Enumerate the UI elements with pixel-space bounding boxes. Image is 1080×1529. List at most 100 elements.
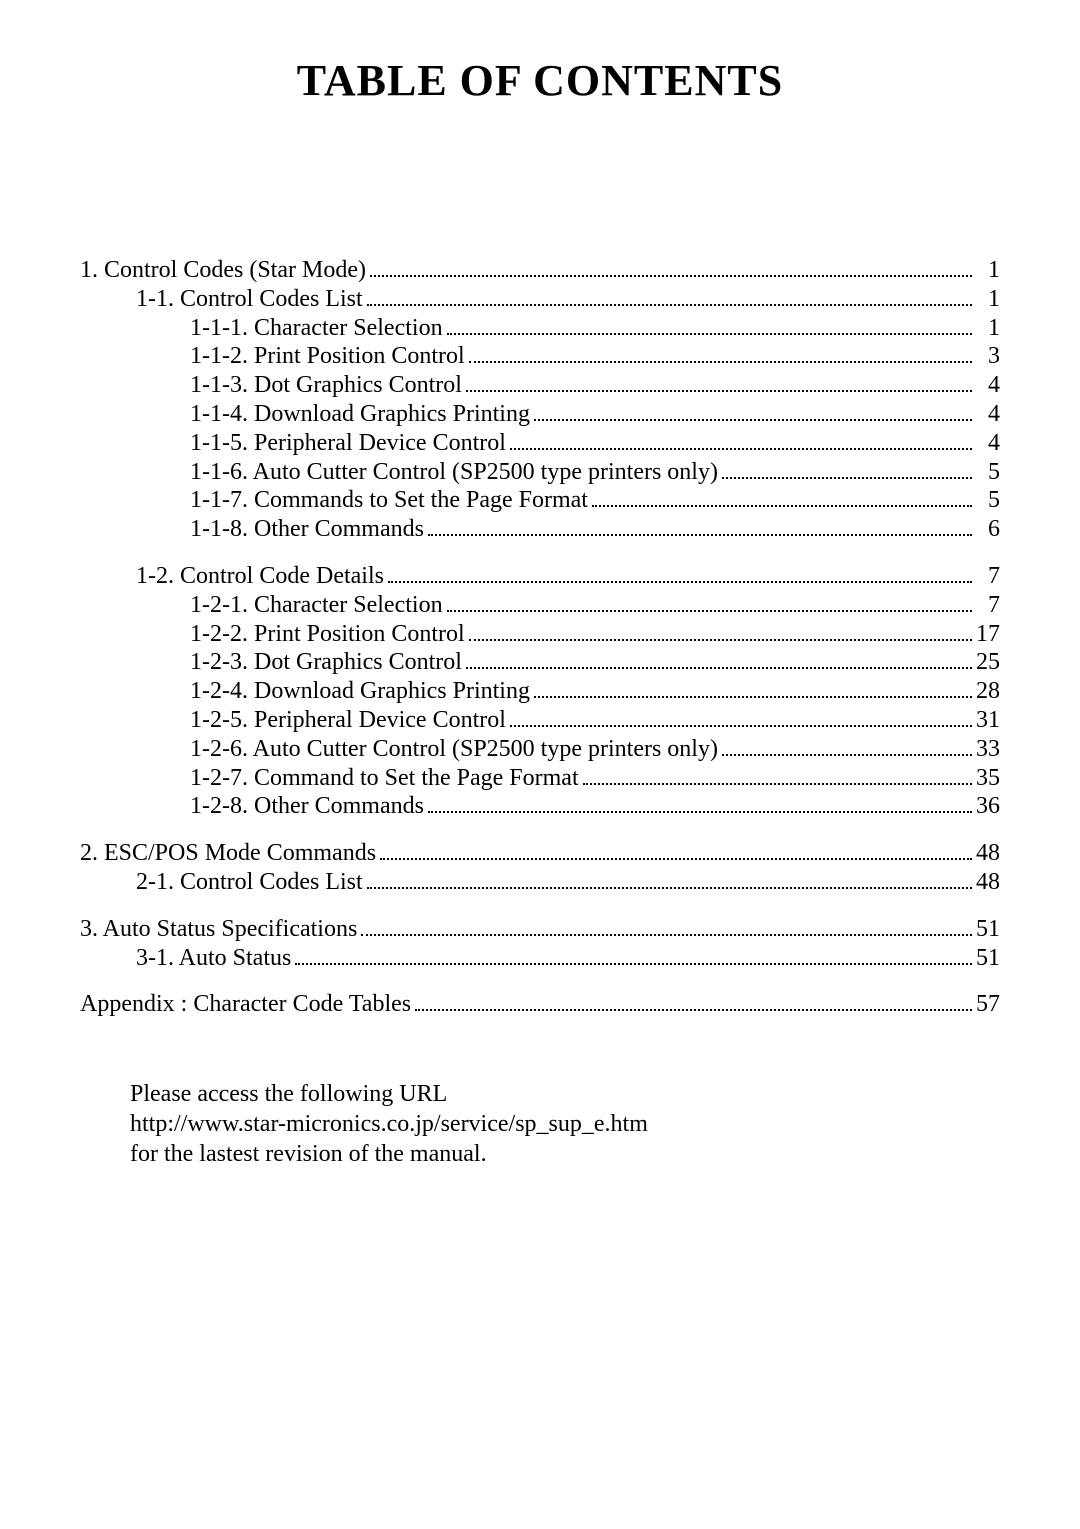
toc-page-number: 6 [976,515,1000,544]
document-page: TABLE OF CONTENTS 1. Control Codes (Star… [0,0,1080,1529]
toc-leader-dots [469,624,972,640]
toc-page-number: 1 [976,256,1000,285]
toc-label: 1-1-4. Download Graphics Printing [190,400,530,429]
toc-page-number: 48 [976,868,1000,897]
toc-page-number: 7 [976,562,1000,591]
toc-label: 1-1-8. Other Commands [190,515,424,544]
toc-label: 2. ESC/POS Mode Commands [80,839,376,868]
toc-leader-dots [583,768,972,784]
toc-page-number: 7 [976,591,1000,620]
toc-row: 1-2-2. Print Position Control 17 [80,620,1000,649]
toc-leader-dots [428,520,972,536]
toc-leader-dots [428,797,972,813]
toc-row: 1-1-5. Peripheral Device Control 4 [80,429,1000,458]
toc-label: 1-1-3. Dot Graphics Control [190,371,462,400]
table-of-contents: 1. Control Codes (Star Mode) 11-1. Contr… [80,256,1000,1019]
toc-leader-dots [534,682,972,698]
toc-label: 1-2-8. Other Commands [190,792,424,821]
toc-row: Appendix : Character Code Tables 57 [80,990,1000,1019]
toc-leader-dots [370,261,972,277]
toc-leader-dots [361,919,972,935]
toc-row: 1-2. Control Code Details 7 [80,562,1000,591]
toc-label: 1-1-7. Commands to Set the Page Format [190,486,588,515]
toc-label: 1-2-3. Dot Graphics Control [190,648,462,677]
toc-row: 1-1-7. Commands to Set the Page Format 5 [80,486,1000,515]
toc-row: 1-1-4. Download Graphics Printing 4 [80,400,1000,429]
toc-page-number: 51 [976,915,1000,944]
toc-leader-dots [592,491,972,507]
toc-label: 2-1. Control Codes List [136,868,363,897]
toc-row: 1-2-8. Other Commands 36 [80,792,1000,821]
toc-leader-dots [367,289,972,305]
toc-row: 1-2-4. Download Graphics Printing 28 [80,677,1000,706]
toc-label: 1. Control Codes (Star Mode) [80,256,366,285]
toc-leader-dots [295,948,972,964]
toc-leader-dots [415,995,972,1011]
toc-page-number: 1 [976,314,1000,343]
footer-line: http://www.star-micronics.co.jp/service/… [130,1109,1000,1139]
toc-leader-dots [469,347,972,363]
toc-label: 1-2-2. Print Position Control [190,620,465,649]
toc-row: 1-1-1. Character Selection 1 [80,314,1000,343]
toc-page-number: 25 [976,648,1000,677]
toc-leader-dots [510,433,972,449]
toc-label: 1-2-1. Character Selection [190,591,443,620]
toc-label: 3. Auto Status Specifications [80,915,357,944]
toc-page-number: 28 [976,677,1000,706]
toc-label: 1-1-2. Print Position Control [190,342,465,371]
toc-page-number: 51 [976,944,1000,973]
toc-gap [80,821,1000,839]
toc-row: 1-2-6. Auto Cutter Control (SP2500 type … [80,735,1000,764]
toc-label: 1-2-4. Download Graphics Printing [190,677,530,706]
toc-leader-dots [466,376,972,392]
toc-label: 1-1-6. Auto Cutter Control (SP2500 type … [190,458,718,487]
toc-page-number: 5 [976,458,1000,487]
toc-gap [80,544,1000,562]
toc-leader-dots [367,873,972,889]
toc-page-number: 48 [976,839,1000,868]
toc-gap [80,897,1000,915]
toc-page-number: 1 [976,285,1000,314]
toc-gap [80,972,1000,990]
toc-row: 1-1-8. Other Commands 6 [80,515,1000,544]
toc-page-number: 57 [976,990,1000,1019]
toc-page-number: 36 [976,792,1000,821]
toc-leader-dots [388,567,972,583]
toc-label: 1-2. Control Code Details [136,562,384,591]
toc-row: 1-2-3. Dot Graphics Control 25 [80,648,1000,677]
footer-line: Please access the following URL [130,1079,1000,1109]
toc-leader-dots [380,844,972,860]
toc-page-number: 5 [976,486,1000,515]
toc-row: 1-1. Control Codes List 1 [80,285,1000,314]
toc-row: 2-1. Control Codes List 48 [80,868,1000,897]
toc-row: 1-2-1. Character Selection 7 [80,591,1000,620]
footer-note: Please access the following URL http://w… [80,1079,1000,1169]
toc-page-number: 31 [976,706,1000,735]
toc-row: 1-1-3. Dot Graphics Control 4 [80,371,1000,400]
toc-page-number: 35 [976,764,1000,793]
toc-page-number: 33 [976,735,1000,764]
toc-label: 1-1. Control Codes List [136,285,363,314]
toc-label: 1-1-5. Peripheral Device Control [190,429,506,458]
toc-label: 3-1. Auto Status [136,944,291,973]
toc-page-number: 4 [976,400,1000,429]
toc-row: 3. Auto Status Specifications 51 [80,915,1000,944]
toc-row: 1. Control Codes (Star Mode) 1 [80,256,1000,285]
toc-label: 1-2-6. Auto Cutter Control (SP2500 type … [190,735,718,764]
toc-page-number: 3 [976,342,1000,371]
toc-row: 2. ESC/POS Mode Commands 48 [80,839,1000,868]
toc-leader-dots [722,739,972,755]
toc-label: 1-1-1. Character Selection [190,314,443,343]
toc-leader-dots [722,462,972,478]
toc-row: 1-2-7. Command to Set the Page Format 35 [80,764,1000,793]
page-title: TABLE OF CONTENTS [80,55,1000,106]
toc-label: Appendix : Character Code Tables [80,990,411,1019]
toc-label: 1-2-5. Peripheral Device Control [190,706,506,735]
toc-page-number: 4 [976,429,1000,458]
toc-leader-dots [447,318,972,334]
toc-row: 1-1-6. Auto Cutter Control (SP2500 type … [80,458,1000,487]
toc-leader-dots [510,711,972,727]
toc-row: 1-1-2. Print Position Control 3 [80,342,1000,371]
toc-leader-dots [534,405,972,421]
toc-row: 3-1. Auto Status 51 [80,944,1000,973]
